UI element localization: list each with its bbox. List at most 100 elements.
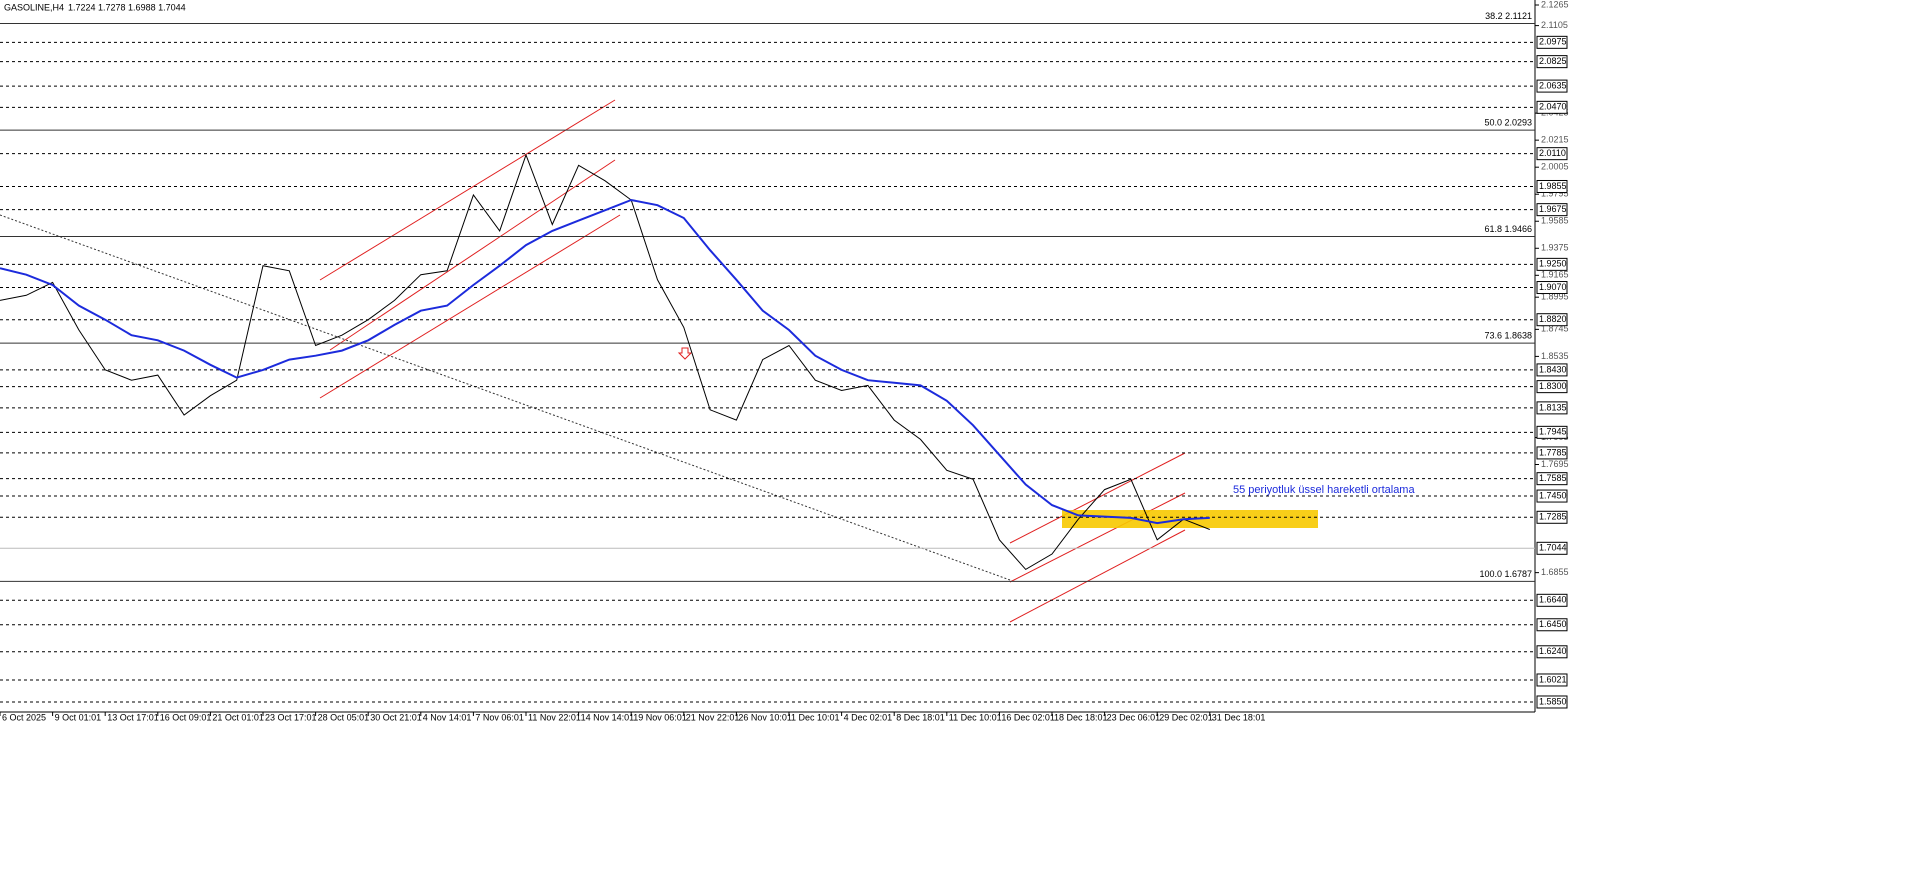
level-box (1536, 593, 1568, 607)
level-box (1536, 79, 1568, 93)
level-label: 1.9250 (1539, 259, 1567, 269)
level-label: 2.0975 (1539, 37, 1567, 47)
chart-title: GASOLINE,H4 (4, 2, 64, 12)
level-label: 2.0470 (1539, 102, 1567, 112)
y-tick-label: 2.0005 (1541, 162, 1569, 172)
y-tick-label: 1.8535 (1541, 351, 1569, 361)
level-label: 1.9855 (1539, 181, 1567, 191)
channel-line (1009, 492, 1186, 583)
y-tick-label: 1.6855 (1541, 567, 1569, 577)
level-label: 1.9675 (1539, 204, 1567, 214)
level-box (1536, 446, 1568, 460)
x-tick-label: 1 Dec 10:01 (791, 712, 840, 722)
level-box (1536, 35, 1568, 49)
x-tick-label: 11 Dec 10:01 (949, 712, 1002, 722)
x-tick-label: 29 Dec 02:01 (1159, 712, 1213, 722)
y-tick-label: 2.0215 (1541, 135, 1569, 145)
level-box (1536, 100, 1568, 114)
y-tick-label: 1.9375 (1541, 243, 1569, 253)
x-tick-label: 18 Dec 18:01 (1054, 712, 1108, 722)
level-label: 1.7785 (1539, 447, 1567, 457)
x-tick-label: 7 Nov 06:01 (475, 712, 524, 722)
fib-label: 38.2 2.1121 (1485, 11, 1532, 21)
ema-line (0, 198, 1210, 525)
level-box (1536, 695, 1568, 709)
level-box (1536, 401, 1568, 415)
level-label: 2.0635 (1539, 80, 1567, 90)
level-label: 1.5850 (1539, 696, 1567, 706)
level-box (1536, 380, 1568, 394)
level-label: 1.6450 (1539, 619, 1567, 629)
fib-label: 73.6 1.8638 (1484, 331, 1532, 341)
level-label: 1.7285 (1539, 512, 1567, 522)
level-box (1536, 645, 1568, 659)
level-label: 1.8300 (1539, 381, 1567, 391)
current-price-label: 1.7044 (1539, 543, 1567, 553)
level-box (1536, 147, 1568, 161)
x-tick-label: 4 Dec 02:01 (844, 712, 893, 722)
ema-annotation: 55 periyotluk üssel hareketli ortalama (1233, 484, 1415, 496)
x-tick-label: 4 Nov 14:01 (423, 712, 472, 722)
channel-line (329, 159, 616, 351)
level-box (1536, 179, 1568, 193)
y-tick-label: 1.8745 (1541, 324, 1569, 334)
x-tick-label: 9 Oct 01:01 (55, 712, 102, 722)
level-label: 1.8820 (1539, 314, 1567, 324)
channel-line (319, 214, 621, 399)
quote: 1.7224 1.7278 1.6988 1.7044 (68, 2, 186, 12)
channel-line (1009, 529, 1186, 623)
level-box (1536, 425, 1568, 439)
level-label: 1.7450 (1539, 490, 1567, 500)
y-tick-label: 1.7695 (1541, 459, 1569, 469)
level-label: 1.6240 (1539, 646, 1567, 656)
level-box (1536, 313, 1568, 327)
x-tick-label: 21 Nov 22:01 (686, 712, 740, 722)
fib-label: 61.8 1.9466 (1484, 224, 1532, 234)
current-price-box (1536, 541, 1568, 555)
level-box (1536, 203, 1568, 217)
level-label: 2.0825 (1539, 56, 1567, 66)
level-label: 1.7585 (1539, 473, 1567, 483)
y-tick-label: 2.1105 (1541, 20, 1568, 30)
level-label: 2.0110 (1539, 148, 1566, 158)
x-tick-label: 11 Nov 22:01 (528, 712, 581, 722)
x-tick-label: 21 Oct 01:01 (212, 712, 264, 722)
level-label: 1.6021 (1539, 674, 1567, 684)
x-tick-label: 13 Oct 17:01 (107, 712, 159, 722)
level-label: 1.7945 (1539, 427, 1567, 437)
x-tick-label: 16 Dec 02:01 (1001, 712, 1055, 722)
x-tick-label: 26 Nov 10:01 (738, 712, 792, 722)
x-tick-label: 19 Nov 06:01 (633, 712, 687, 722)
x-tick-label: 31 Dec 18:01 (1212, 712, 1266, 722)
level-box (1536, 673, 1568, 687)
y-tick-label: 1.9165 (1541, 270, 1569, 280)
level-label: 1.8430 (1539, 364, 1567, 374)
trend-line (0, 214, 1011, 581)
x-tick-label: 14 Nov 14:01 (581, 712, 635, 722)
level-box (1536, 281, 1568, 295)
level-box (1536, 363, 1568, 377)
x-tick-label: 23 Dec 06:01 (1107, 712, 1161, 722)
level-label: 1.9070 (1539, 282, 1567, 292)
level-box (1536, 472, 1568, 486)
x-tick-label: 23 Oct 17:01 (265, 712, 317, 722)
x-tick-label: 6 Oct 2025 (2, 712, 46, 722)
y-tick-label: 2.1265 (1541, 0, 1569, 9)
fib-label: 50.0 2.0293 (1484, 117, 1532, 127)
y-tick-label: 1.8995 (1541, 292, 1569, 302)
x-tick-label: 28 Oct 05:01 (318, 712, 370, 722)
level-label: 1.6640 (1539, 595, 1567, 605)
down-arrow (677, 347, 693, 360)
y-tick-label: 1.9585 (1541, 216, 1569, 226)
level-label: 1.8135 (1539, 402, 1567, 412)
level-box (1536, 489, 1568, 503)
level-box (1536, 55, 1568, 69)
x-tick-label: 8 Dec 18:01 (896, 712, 945, 722)
level-box (1536, 510, 1568, 524)
level-box (1536, 257, 1568, 271)
fib-label: 100.0 1.6787 (1479, 569, 1532, 579)
price-line (0, 153, 1210, 571)
